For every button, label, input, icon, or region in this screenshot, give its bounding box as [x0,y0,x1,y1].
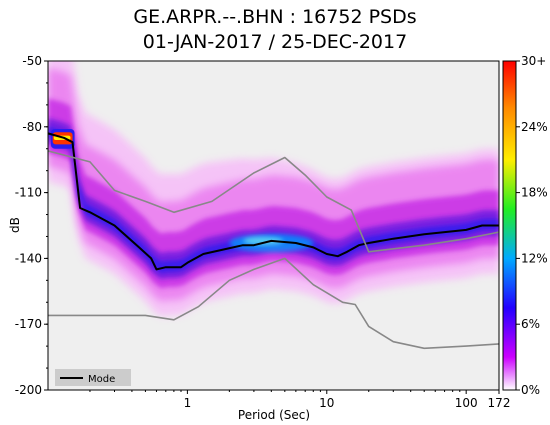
y-tick-label: -50 [22,54,42,68]
colorbar-tick-label: 0% [521,383,540,397]
plot-frame [47,60,500,391]
noise-model-high [48,150,499,253]
noise-model-low [48,257,499,350]
density-hotspot-core [243,236,284,245]
legend: Mode [55,369,131,386]
x-axis: 1 10 100 172 [89,390,511,410]
mode-curve [48,132,499,271]
x-tick-label: 1 [184,396,192,410]
chart-title: GE.ARPR.--.BHN : 16752 PSDs [133,6,417,28]
colorbar-ticks: 30+ 24% 18% 12% 6% 0% [516,54,548,397]
y-axis: -50 -80 -110 -140 -170 -200 [15,54,48,397]
colorbar-tick-label: 24% [521,120,548,134]
y-tick-label: -170 [15,317,42,331]
colorbar: 30+ 24% 18% 12% 6% 0% [502,54,548,397]
colorbar-tick-label: 18% [521,186,548,200]
colorbar-tick-label: 12% [521,251,548,265]
x-tick-label: 100 [455,396,478,410]
y-tick-label: -200 [15,383,42,397]
colorbar-gradient [502,60,517,391]
x-axis-label: Period (Sec) [238,408,310,422]
colorbar-tick-label: 30+ [521,54,546,68]
curves [48,132,499,350]
colorbar-tick-label: 6% [521,317,540,331]
legend-label-mode: Mode [88,374,115,385]
density-band-peak [48,126,499,273]
x-tick-label: 172 [488,396,511,410]
chart-subtitle: 01-JAN-2017 / 25-DEC-2017 [142,31,408,53]
x-tick-label: 10 [319,396,334,410]
y-tick-label: -110 [15,186,42,200]
psd-density-layer [48,61,499,350]
y-tick-label: -140 [15,251,42,265]
y-tick-label: -80 [22,120,42,134]
y-axis-label: dB [8,217,22,233]
legend-box [55,369,131,386]
